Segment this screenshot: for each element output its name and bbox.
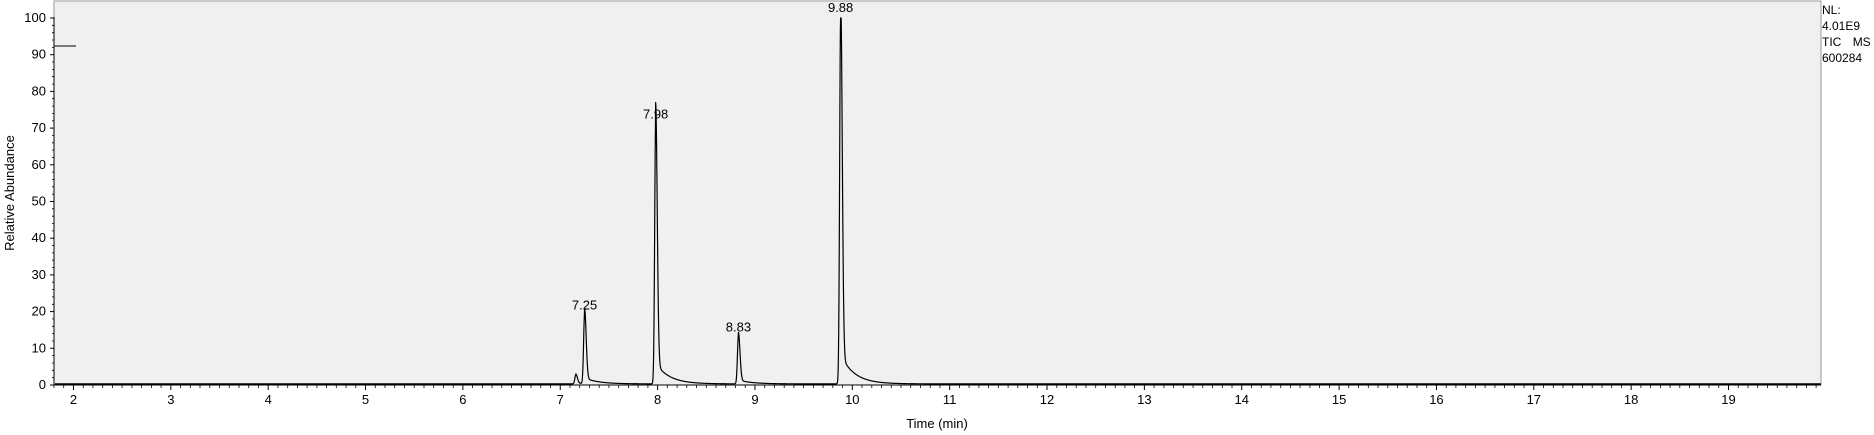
x-tick-label: 17 [1527, 392, 1541, 407]
trace-info-panel: NL: 4.01E9 TIC MS 600284 [1822, 2, 1871, 66]
peak-label: 7.25 [572, 297, 597, 312]
x-tick-label: 16 [1429, 392, 1443, 407]
x-tick-label: 3 [167, 392, 174, 407]
x-tick-label: 6 [459, 392, 466, 407]
minor-ticks [52, 24, 1817, 388]
peak-label: 7.98 [643, 106, 668, 121]
x-tick-label: 14 [1235, 392, 1249, 407]
y-tick-label: 100 [24, 10, 46, 25]
peak-label: 8.83 [726, 319, 751, 334]
y-tick-label: 40 [32, 230, 46, 245]
peak-label: 9.88 [828, 0, 853, 15]
x-tick-label: 19 [1721, 392, 1735, 407]
peak-labels: 7.25 7.98 8.83 9.88 [572, 0, 853, 334]
x-tick-label: 11 [943, 392, 957, 407]
y-axis: 0 10 20 30 40 50 60 70 80 90 100 [24, 10, 55, 392]
tic-trace [54, 17, 1822, 385]
x-tick-label: 12 [1040, 392, 1054, 407]
y-tick-label: 70 [32, 120, 46, 135]
x-tick-label: 10 [845, 392, 859, 407]
y-tick-label: 0 [39, 377, 46, 392]
y-tick-label: 30 [32, 267, 46, 282]
y-tick-label: 60 [32, 157, 46, 172]
x-tick-label: 15 [1332, 392, 1346, 407]
y-tick-label: 10 [32, 340, 46, 355]
x-axis-label: Time (min) [906, 416, 968, 431]
file-id: 600284 [1822, 51, 1863, 65]
nl-label: NL: [1822, 3, 1841, 17]
nl-value: 4.01E9 [1822, 19, 1861, 33]
y-tick-label: 90 [32, 47, 46, 62]
x-tick-label: 7 [557, 392, 564, 407]
x-tick-label: 9 [751, 392, 758, 407]
y-tick-label: 20 [32, 304, 46, 319]
trace-descriptor: TIC MS [1822, 34, 1871, 50]
y-tick-label: 50 [32, 194, 46, 209]
plot-area [53, 0, 1822, 386]
x-tick-label: 8 [654, 392, 661, 407]
y-tick-label: 80 [32, 83, 46, 98]
x-axis: 2 3 4 5 6 7 8 9 10 11 12 13 14 15 16 17 18 19 [54, 384, 1821, 407]
y-axis-label: Relative Abundance [2, 135, 17, 251]
trace-mode: MS [1852, 35, 1871, 49]
x-tick-label: 2 [70, 392, 77, 407]
x-tick-label: 13 [1137, 392, 1151, 407]
x-tick-label: 4 [265, 392, 272, 407]
trace-type: TIC [1822, 35, 1842, 49]
x-tick-label: 5 [362, 392, 369, 407]
x-tick-label: 18 [1624, 392, 1638, 407]
